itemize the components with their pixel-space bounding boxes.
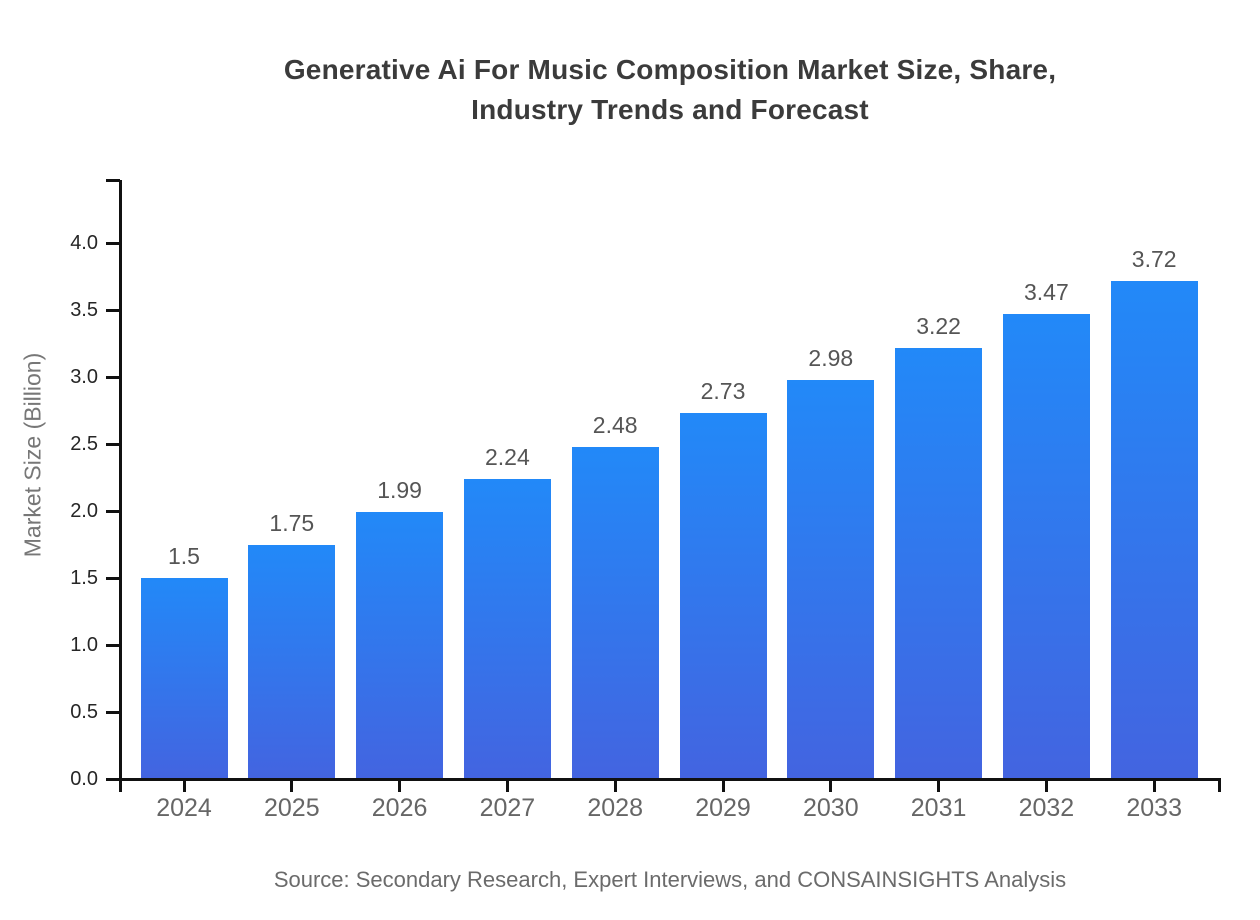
y-axis-spine (118, 180, 122, 792)
x-tick-2024 (182, 779, 186, 792)
y-tick-1.0 (106, 643, 120, 647)
y-tick-label-2.0: 2.0 (70, 500, 98, 522)
bar-value-label-2033: 3.72 (1131, 245, 1177, 272)
bar-value-label-2032: 3.47 (1024, 279, 1069, 306)
bar-2031 (895, 347, 983, 779)
y-axis-top-cap (106, 178, 120, 182)
x-tick-label-2027: 2027 (479, 794, 536, 822)
bar-2028 (571, 446, 659, 779)
x-tick-2031 (937, 779, 941, 792)
x-tick-2030 (829, 779, 833, 792)
x-tick-label-2033: 2033 (1126, 794, 1182, 822)
x-tick-label-2032: 2032 (1018, 794, 1075, 822)
y-tick-label-0.5: 0.5 (70, 701, 98, 723)
bar-2032 (1002, 314, 1090, 779)
x-axis-line (106, 777, 1221, 781)
y-tick-label-0.0: 0.0 (70, 768, 98, 790)
y-tick-label-4.0: 4.0 (70, 232, 98, 254)
x-tick-2027 (505, 779, 509, 792)
y-tick-label-3.0: 3.0 (70, 366, 98, 388)
x-tick-label-2031: 2031 (910, 794, 967, 822)
x-tick-label-2028: 2028 (587, 794, 643, 822)
source-note: Source: Secondary Research, Expert Inter… (273, 867, 1067, 892)
x-tick-2032 (1044, 779, 1048, 792)
bar-2026 (356, 512, 444, 779)
x-tick-2029 (721, 779, 725, 792)
bar-value-label-2030: 2.98 (808, 344, 854, 371)
bar-value-label-2029: 2.73 (700, 378, 746, 405)
x-tick-label-2026: 2026 (371, 794, 428, 822)
y-tick-2.5 (106, 442, 120, 446)
x-tick-2026 (398, 779, 402, 792)
y-tick-label-1.0: 1.0 (70, 634, 98, 656)
bar-2033 (1110, 280, 1198, 779)
bar-value-label-2028: 2.48 (592, 411, 638, 438)
y-tick-2.0 (106, 509, 120, 513)
x-axis-right-cap (1218, 779, 1221, 792)
y-tick-label-1.5: 1.5 (70, 567, 98, 589)
y-tick-3.0 (106, 375, 120, 379)
y-tick-label-3.5: 3.5 (70, 299, 98, 321)
y-tick-1.5 (106, 576, 120, 580)
x-tick-2025 (290, 779, 294, 792)
y-tick-0.5 (106, 710, 120, 714)
y-tick-4.0 (106, 241, 120, 245)
bar-value-label-2027: 2.24 (485, 443, 530, 470)
bar-2030 (787, 379, 875, 779)
bar-2027 (463, 478, 551, 779)
chart-title-line-2: Industry Trends and Forecast (471, 94, 869, 125)
x-tick-2033 (1152, 779, 1156, 792)
x-tick-label-2025: 2025 (263, 794, 320, 822)
y-tick-3.5 (106, 308, 120, 312)
x-tick-label-2029: 2029 (695, 794, 751, 822)
x-tick-label-2024: 2024 (156, 794, 212, 822)
y-tick-label-2.5: 2.5 (70, 433, 98, 455)
chart-title-line-1: Generative Ai For Music Composition Mark… (283, 54, 1057, 85)
bar-2024 (140, 578, 228, 779)
bar-value-label-2025: 1.75 (269, 509, 315, 536)
chart-title: Generative Ai For Music Composition Mark… (0, 50, 1260, 130)
bar-value-label-2026: 1.99 (377, 477, 422, 504)
x-tick-2028 (613, 779, 617, 792)
bar-value-label-2024: 1.5 (168, 543, 200, 569)
x-tick-label-2030: 2030 (802, 794, 859, 822)
bar-value-label-2031: 3.22 (916, 312, 961, 339)
bar-2025 (248, 544, 336, 779)
bar-2029 (679, 413, 767, 779)
